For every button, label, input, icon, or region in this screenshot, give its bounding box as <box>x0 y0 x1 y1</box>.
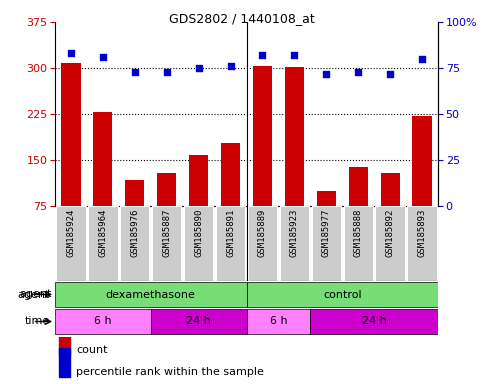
Text: GSM185887: GSM185887 <box>162 208 171 257</box>
Text: GSM185891: GSM185891 <box>226 208 235 257</box>
Bar <box>248 206 277 281</box>
Bar <box>189 155 208 252</box>
Text: 24 h: 24 h <box>186 316 211 326</box>
Bar <box>412 116 432 252</box>
Text: 24 h: 24 h <box>362 316 386 326</box>
Text: count: count <box>76 344 108 354</box>
Bar <box>157 174 176 252</box>
Text: 6 h: 6 h <box>94 316 112 326</box>
Text: 6 h: 6 h <box>270 316 287 326</box>
Bar <box>151 310 246 334</box>
Text: GSM185888: GSM185888 <box>354 208 363 257</box>
Bar <box>246 310 311 334</box>
Bar <box>311 310 438 334</box>
Bar <box>246 282 438 307</box>
Bar <box>317 191 336 252</box>
Text: GSM185889: GSM185889 <box>258 208 267 257</box>
Text: percentile rank within the sample: percentile rank within the sample <box>76 367 264 377</box>
Point <box>195 65 202 71</box>
Text: GSM185893: GSM185893 <box>417 208 426 257</box>
Text: GSM185892: GSM185892 <box>385 208 395 257</box>
Bar <box>59 325 70 355</box>
Point <box>290 52 298 58</box>
Bar <box>349 167 368 252</box>
Text: agent: agent <box>20 290 52 300</box>
Text: GSM185964: GSM185964 <box>99 208 107 257</box>
Point <box>355 69 362 75</box>
Point <box>131 69 139 75</box>
Bar <box>375 206 405 281</box>
Point <box>99 54 107 60</box>
Point <box>258 52 266 58</box>
Bar <box>381 174 400 252</box>
Bar <box>152 206 182 281</box>
Text: GSM185976: GSM185976 <box>130 208 139 257</box>
Point <box>418 56 426 62</box>
Point <box>386 70 394 76</box>
Text: time: time <box>25 316 50 326</box>
Bar <box>93 112 113 252</box>
Text: GSM185923: GSM185923 <box>290 208 299 257</box>
Bar <box>57 206 85 281</box>
Point <box>67 50 75 56</box>
Point <box>227 63 234 69</box>
Text: GDS2802 / 1440108_at: GDS2802 / 1440108_at <box>169 12 314 25</box>
Bar <box>343 206 373 281</box>
Bar <box>285 67 304 252</box>
Bar <box>61 63 81 252</box>
Text: GSM185890: GSM185890 <box>194 208 203 257</box>
Bar <box>184 206 213 281</box>
Point <box>323 70 330 76</box>
Bar <box>216 206 245 281</box>
Bar <box>253 66 272 252</box>
Bar <box>88 206 117 281</box>
Bar <box>280 206 309 281</box>
Text: agent: agent <box>18 290 50 300</box>
Bar <box>221 143 240 252</box>
Text: GSM185924: GSM185924 <box>67 208 75 257</box>
Bar <box>120 206 149 281</box>
Bar <box>125 180 144 252</box>
Point <box>163 69 170 75</box>
Text: GSM185977: GSM185977 <box>322 208 331 257</box>
Text: control: control <box>323 290 362 300</box>
Bar <box>55 310 151 334</box>
Bar <box>55 282 246 307</box>
Bar <box>407 206 437 281</box>
Text: dexamethasone: dexamethasone <box>106 290 196 300</box>
Bar <box>312 206 341 281</box>
Bar <box>59 348 70 377</box>
